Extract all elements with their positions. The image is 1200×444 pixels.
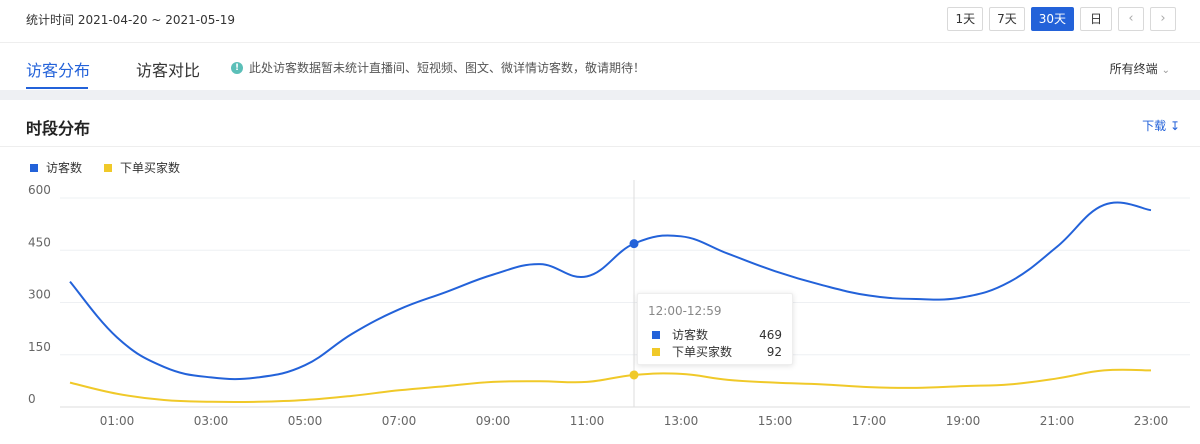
top-bar: 统计时间 2021-04-20 ~ 2021-05-19 1天 7天 30天 日… bbox=[0, 0, 1200, 40]
data-point-0 bbox=[629, 239, 639, 249]
section-header-line bbox=[0, 146, 1200, 147]
download-icon: ↧ bbox=[1169, 119, 1180, 133]
tooltip-value-visitors: 469 bbox=[759, 327, 782, 342]
y-tick-label: 450 bbox=[28, 235, 51, 249]
tooltip-title: 12:00-12:59 bbox=[648, 304, 722, 318]
data-point-1 bbox=[629, 370, 639, 380]
tooltip-row-buyers: 下单买家数 92 bbox=[652, 343, 782, 360]
x-tick-label: 21:00 bbox=[1040, 414, 1075, 428]
chart-tooltip: 12:00-12:59 访客数 469 下单买家数 92 bbox=[637, 293, 793, 365]
x-tick-label: 07:00 bbox=[382, 414, 417, 428]
x-tick-label: 17:00 bbox=[852, 414, 887, 428]
notice-text: 此处访客数据暂未统计直播间、短视频、图文、微详情访客数，敬请期待！ bbox=[249, 61, 646, 75]
legend-label-visitors: 访客数 bbox=[46, 161, 83, 175]
chevron-left-icon: ‹ bbox=[1128, 11, 1134, 26]
download-button[interactable]: 下载 ↧ bbox=[1142, 117, 1180, 134]
download-label: 下载 bbox=[1142, 119, 1167, 133]
x-tick-label: 03:00 bbox=[194, 414, 229, 428]
tooltip-swatch-buyers bbox=[652, 347, 660, 356]
tab-visitor-compare[interactable]: 访客对比 bbox=[136, 61, 201, 80]
chevron-right-icon: › bbox=[1160, 11, 1166, 26]
tooltip-value-buyers: 92 bbox=[766, 344, 782, 359]
tooltip-label-buyers: 下单买家数 bbox=[672, 345, 733, 359]
x-tick-label: 11:00 bbox=[570, 414, 605, 428]
terminal-select-label: 所有终端 bbox=[1109, 62, 1158, 76]
x-tick-label: 05:00 bbox=[288, 414, 323, 428]
range-7-day-button[interactable]: 7天 bbox=[989, 7, 1025, 31]
range-1-day-button[interactable]: 1天 bbox=[947, 7, 984, 31]
legend-swatch-buyers bbox=[104, 163, 113, 172]
x-tick-label: 15:00 bbox=[758, 414, 793, 428]
legend-swatch-visitors bbox=[30, 163, 38, 172]
series-line-1 bbox=[69, 368, 1152, 404]
range-button-group: 1天 7天 30天 日 ‹ › bbox=[947, 7, 1176, 31]
y-tick-label: 0 bbox=[28, 392, 36, 406]
legend-item-visitors[interactable]: 访客数 bbox=[30, 159, 82, 176]
next-period-button[interactable]: › bbox=[1150, 7, 1176, 31]
tab-bar: 访客分布 访客对比 ! 此处访客数据暂未统计直播间、短视频、图文、微详情访客数，… bbox=[0, 42, 1200, 90]
section-title: 时段分布 bbox=[26, 119, 91, 138]
x-tick-label: 13:00 bbox=[664, 414, 699, 428]
line-chart: 0 150 300 450 600 01:00 03:00 05:00 07:00 09:00 11… bbox=[28, 180, 1190, 428]
x-tick-label: 23:00 bbox=[1134, 414, 1169, 428]
series-line-0 bbox=[69, 201, 1152, 381]
range-30-day-button[interactable]: 30天 bbox=[1030, 7, 1074, 31]
legend-label-buyers: 下单买家数 bbox=[120, 161, 181, 175]
chart-legend: 访客数 下单买家数 bbox=[30, 159, 180, 176]
x-tick-label: 09:00 bbox=[476, 414, 511, 428]
section-divider bbox=[0, 90, 1200, 100]
tooltip-label-visitors: 访客数 bbox=[672, 328, 709, 342]
x-tick-label: 01:00 bbox=[100, 414, 135, 428]
y-tick-label: 600 bbox=[28, 183, 51, 197]
range-day-button[interactable]: 日 bbox=[1080, 7, 1112, 31]
y-tick-label: 150 bbox=[28, 340, 51, 354]
tooltip-row-visitors: 访客数 469 bbox=[652, 326, 782, 343]
legend-item-buyers[interactable]: 下单买家数 bbox=[104, 159, 180, 176]
active-tab-indicator bbox=[26, 87, 88, 89]
terminal-select[interactable]: 所有终端 ⌄ bbox=[1110, 60, 1170, 77]
tab-visitor-distribution[interactable]: 访客分布 bbox=[26, 61, 91, 80]
info-icon: ! bbox=[231, 61, 243, 74]
y-tick-label: 300 bbox=[28, 288, 51, 302]
x-tick-label: 19:00 bbox=[946, 414, 981, 428]
notice: ! 此处访客数据暂未统计直播间、短视频、图文、微详情访客数，敬请期待！ bbox=[231, 59, 645, 76]
prev-period-button[interactable]: ‹ bbox=[1118, 7, 1144, 31]
stat-time-range: 统计时间 2021-04-20 ~ 2021-05-19 bbox=[26, 13, 235, 27]
chevron-down-icon: ⌄ bbox=[1161, 65, 1170, 76]
tooltip-swatch-visitors bbox=[652, 330, 660, 339]
